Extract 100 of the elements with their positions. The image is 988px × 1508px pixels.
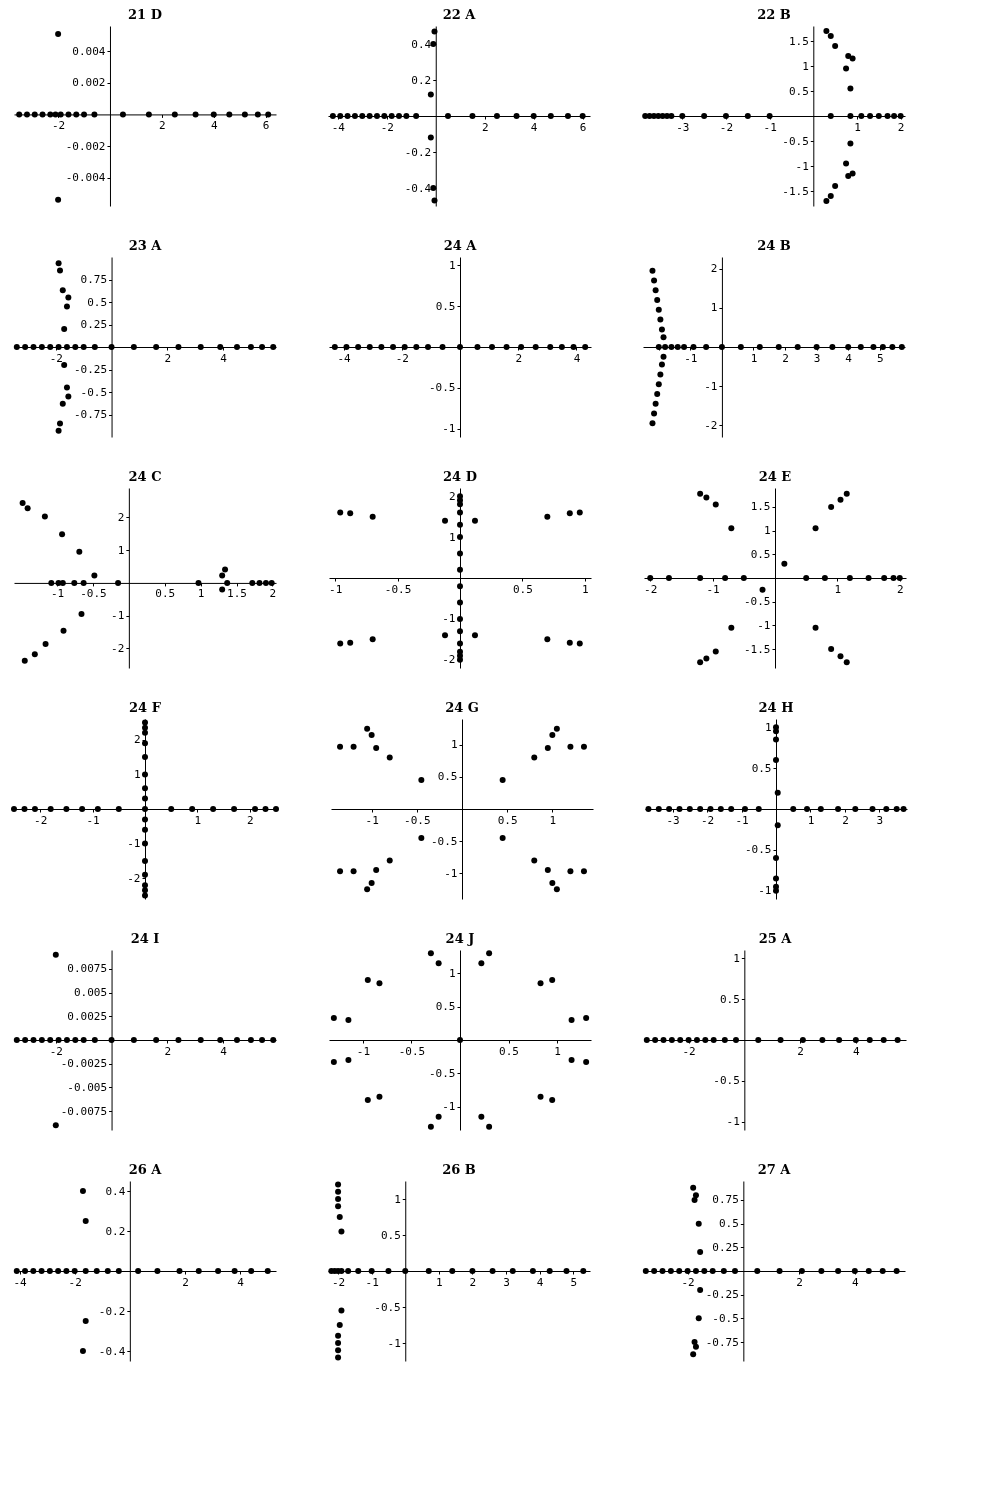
point bbox=[335, 1203, 342, 1210]
point bbox=[427, 950, 434, 957]
point bbox=[828, 646, 835, 653]
point bbox=[804, 806, 811, 812]
point bbox=[722, 575, 729, 581]
x-tick-label: 0.5 bbox=[512, 582, 533, 596]
point bbox=[665, 575, 672, 581]
point bbox=[843, 65, 850, 72]
x-tick-label: -1 bbox=[50, 587, 65, 601]
point bbox=[697, 490, 704, 497]
point bbox=[427, 1123, 434, 1130]
y-tick-label: 2 bbox=[133, 733, 141, 747]
point bbox=[576, 640, 583, 647]
point bbox=[499, 834, 506, 841]
point bbox=[11, 806, 17, 812]
point bbox=[368, 879, 375, 886]
y-tick-label: -1 bbox=[442, 422, 456, 436]
x-tick-label: 3 bbox=[503, 1275, 510, 1289]
x-tick-label: -1 bbox=[735, 813, 749, 827]
y-tick-label: 2 bbox=[117, 510, 125, 524]
y-tick-label: 0.4 bbox=[105, 1184, 126, 1198]
x-tick-label: 4 bbox=[530, 120, 538, 134]
point bbox=[38, 344, 45, 350]
point bbox=[737, 344, 744, 350]
point bbox=[63, 384, 70, 391]
point bbox=[695, 1220, 702, 1227]
y-tick-label: -0.5 bbox=[80, 385, 108, 399]
x-tick-label: 4 bbox=[852, 1275, 860, 1289]
point bbox=[544, 744, 551, 751]
y-tick-label: 0.5 bbox=[788, 84, 809, 98]
x-tick-label: -4 bbox=[13, 1275, 28, 1289]
y-tick-label: -0.5 bbox=[374, 1300, 401, 1314]
y-tick-label: -1 bbox=[757, 618, 771, 632]
point bbox=[692, 1343, 699, 1350]
x-tick-label: 1 bbox=[194, 813, 202, 827]
point bbox=[728, 525, 735, 532]
point bbox=[835, 806, 842, 812]
point bbox=[773, 855, 779, 862]
point bbox=[38, 1037, 45, 1043]
point bbox=[493, 113, 500, 119]
point bbox=[252, 806, 259, 812]
y-tick-label: -1 bbox=[387, 1336, 401, 1350]
point bbox=[697, 575, 704, 581]
x-tick-label: 0.5 bbox=[499, 1044, 519, 1058]
x-tick-label: 1 bbox=[854, 120, 861, 134]
y-tick-label: 1 bbox=[733, 951, 740, 965]
chart-title: 24 I bbox=[130, 931, 160, 946]
y-tick-label: -0.2 bbox=[98, 1304, 126, 1318]
point bbox=[219, 586, 226, 593]
point bbox=[654, 390, 661, 397]
x-tick-label: -1 bbox=[365, 1275, 379, 1289]
chart-title: 24 F bbox=[129, 700, 162, 715]
point bbox=[233, 1037, 240, 1043]
x-tick-label: 2 bbox=[842, 813, 849, 827]
point bbox=[329, 113, 336, 119]
y-tick-label: 0.5 bbox=[87, 295, 108, 309]
y-tick-label: -1 bbox=[726, 1115, 740, 1129]
point bbox=[478, 1113, 485, 1120]
point bbox=[499, 777, 506, 784]
point bbox=[845, 173, 852, 179]
y-tick-label: 1.5 bbox=[750, 500, 771, 514]
point bbox=[891, 113, 898, 119]
point bbox=[898, 344, 905, 350]
point bbox=[55, 427, 62, 434]
point bbox=[843, 659, 850, 666]
y-tick-label: -0.75 bbox=[73, 408, 108, 421]
point bbox=[418, 834, 425, 841]
y-tick-label: -1 bbox=[442, 1100, 456, 1114]
point bbox=[651, 410, 658, 417]
point bbox=[396, 113, 403, 119]
point bbox=[667, 1268, 674, 1274]
y-tick-label: -0.5 bbox=[745, 843, 772, 857]
point bbox=[823, 198, 830, 204]
y-tick-label: -0.4 bbox=[98, 1344, 126, 1358]
point bbox=[846, 575, 853, 581]
point bbox=[338, 1307, 345, 1314]
point bbox=[712, 501, 719, 508]
point bbox=[337, 509, 344, 516]
chart-title: 24 G bbox=[445, 700, 479, 715]
point bbox=[703, 655, 710, 662]
point bbox=[31, 651, 38, 658]
point bbox=[580, 868, 587, 875]
point bbox=[65, 294, 72, 301]
point bbox=[681, 344, 688, 350]
point bbox=[457, 628, 463, 635]
point bbox=[658, 326, 665, 333]
point bbox=[52, 951, 59, 958]
y-tick-label: 0.75 bbox=[712, 1193, 739, 1207]
point bbox=[42, 641, 49, 648]
y-tick-label: 0.5 bbox=[751, 761, 772, 775]
point bbox=[345, 1017, 352, 1023]
point bbox=[63, 344, 70, 350]
point bbox=[435, 960, 442, 967]
point bbox=[544, 867, 551, 874]
point bbox=[564, 113, 571, 119]
x-tick-label: 4 bbox=[536, 1275, 544, 1289]
point bbox=[79, 806, 86, 812]
x-tick-label: -4 bbox=[337, 351, 352, 365]
point bbox=[386, 754, 393, 761]
y-tick-label: -0.2 bbox=[404, 145, 432, 159]
